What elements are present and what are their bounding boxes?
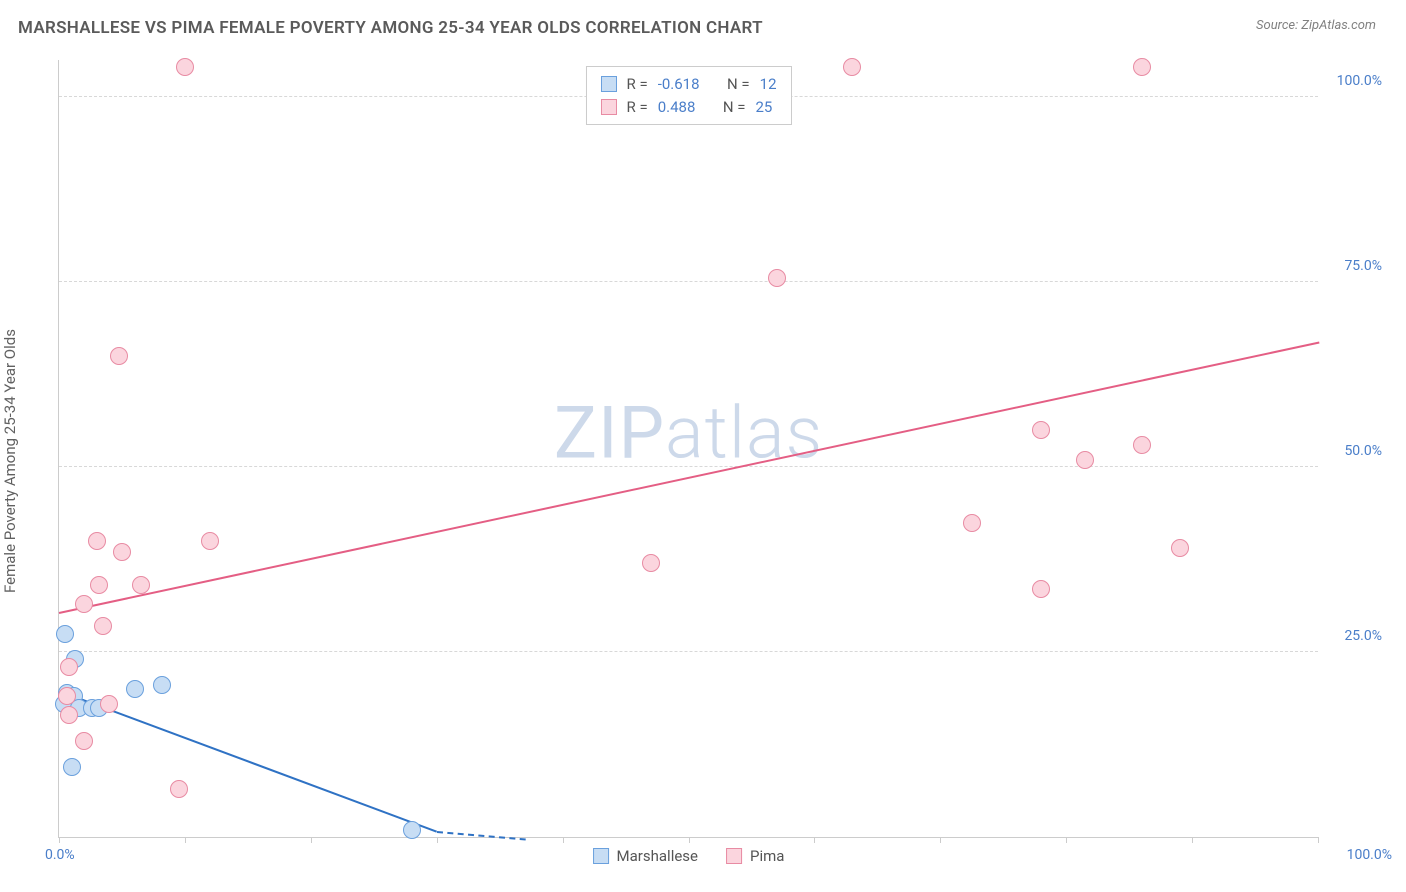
data-point <box>110 347 128 365</box>
data-point <box>60 706 78 724</box>
data-point <box>843 58 861 76</box>
stats-label: N = <box>723 96 746 119</box>
data-point <box>132 576 150 594</box>
data-point <box>63 758 81 776</box>
data-point <box>1133 436 1151 454</box>
x-tick <box>59 837 60 843</box>
data-point <box>1076 451 1094 469</box>
data-point <box>201 532 219 550</box>
data-point <box>1133 58 1151 76</box>
data-point <box>963 514 981 532</box>
data-point <box>642 554 660 572</box>
data-point <box>56 625 74 643</box>
bottom-legend: Marshallese Pima <box>593 847 785 865</box>
legend-item: Marshallese <box>593 847 698 865</box>
watermark-thin: atlas <box>665 390 823 475</box>
x-tick <box>311 837 312 843</box>
data-point <box>75 595 93 613</box>
stats-value: 25 <box>755 96 772 119</box>
data-point <box>126 680 144 698</box>
gridline <box>59 651 1318 652</box>
x-tick <box>563 837 564 843</box>
data-point <box>176 58 194 76</box>
y-tick-label: 50.0% <box>1322 443 1382 459</box>
y-tick-label: 25.0% <box>1322 628 1382 644</box>
stats-label: R = <box>626 96 647 119</box>
y-axis-label: Female Poverty Among 25-34 Year Olds <box>1 329 19 593</box>
x-tick <box>1318 837 1319 843</box>
x-tick <box>185 837 186 843</box>
data-point <box>58 687 76 705</box>
legend-swatch <box>600 76 616 92</box>
x-tick-label: 100.0% <box>1322 847 1392 863</box>
data-point <box>60 658 78 676</box>
x-tick <box>689 837 690 843</box>
data-point <box>90 576 108 594</box>
stats-label: R = <box>626 73 647 96</box>
x-tick <box>814 837 815 843</box>
data-point <box>94 617 112 635</box>
trend-line <box>59 342 1319 614</box>
y-tick-label: 75.0% <box>1322 258 1382 274</box>
x-tick <box>1192 837 1193 843</box>
data-point <box>100 695 118 713</box>
legend-swatch <box>593 848 609 864</box>
data-point <box>403 821 421 839</box>
y-tick-label: 100.0% <box>1322 73 1382 89</box>
stats-label: N = <box>727 73 750 96</box>
data-point <box>1032 580 1050 598</box>
legend-label: Pima <box>750 847 784 865</box>
stats-value: 12 <box>760 73 777 96</box>
stats-value: 0.488 <box>658 96 696 119</box>
data-point <box>113 543 131 561</box>
stats-row: R = 0.488 N = 25 <box>600 96 776 119</box>
data-point <box>75 732 93 750</box>
legend-swatch <box>600 99 616 115</box>
data-point <box>768 269 786 287</box>
chart-title: MARSHALLESE VS PIMA FEMALE POVERTY AMONG… <box>18 18 763 38</box>
trend-line <box>437 831 525 840</box>
legend-label: Marshallese <box>617 847 698 865</box>
watermark: ZIPatlas <box>554 390 823 475</box>
chart-source: Source: ZipAtlas.com <box>1256 18 1376 33</box>
data-point <box>1032 421 1050 439</box>
legend-item: Pima <box>726 847 784 865</box>
x-tick <box>1066 837 1067 843</box>
chart-header: MARSHALLESE VS PIMA FEMALE POVERTY AMONG… <box>0 0 1406 42</box>
trend-line <box>59 690 438 833</box>
watermark-bold: ZIP <box>554 390 665 475</box>
data-point <box>88 532 106 550</box>
stats-value: -0.618 <box>658 73 700 96</box>
legend-swatch <box>726 848 742 864</box>
gridline <box>59 466 1318 467</box>
chart-container: Female Poverty Among 25-34 Year Olds ZIP… <box>18 48 1388 874</box>
x-tick-label: 0.0% <box>45 847 75 863</box>
gridline <box>59 281 1318 282</box>
plot-area: ZIPatlas 25.0%50.0%75.0%100.0%0.0%100.0%… <box>58 60 1318 838</box>
x-tick <box>437 837 438 843</box>
data-point <box>1171 539 1189 557</box>
data-point <box>170 780 188 798</box>
stats-box: R =-0.618 N =12R =0.488 N =25 <box>585 66 791 125</box>
data-point <box>153 676 171 694</box>
x-tick <box>940 837 941 843</box>
stats-row: R = -0.618 N = 12 <box>600 73 776 96</box>
